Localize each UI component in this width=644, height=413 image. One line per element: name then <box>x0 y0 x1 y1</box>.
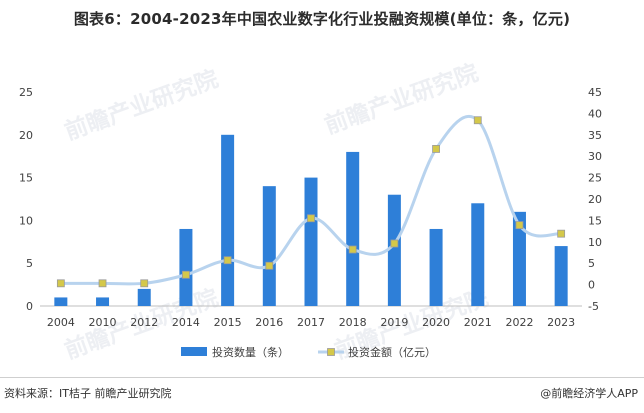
amount-point <box>307 214 315 223</box>
y-left-tick-label: 15 <box>19 172 33 185</box>
amount-point <box>140 279 149 288</box>
amount-point <box>98 279 107 288</box>
x-tick-label: 2019 <box>380 316 408 329</box>
y-right-tick-label: 35 <box>588 129 602 142</box>
y-right-tick-label: 25 <box>588 172 602 185</box>
bar <box>304 177 318 306</box>
amount-point <box>515 221 524 230</box>
bar <box>387 194 401 306</box>
y-right-tick-label: 0 <box>588 279 595 292</box>
y-right-tick-label: -5 <box>588 300 599 313</box>
y-right-tick-label: 20 <box>588 193 602 206</box>
amount-point <box>223 256 232 265</box>
x-tick-label: 2015 <box>214 316 242 329</box>
x-tick-label: 2004 <box>47 316 75 329</box>
y-left-tick-label: 25 <box>19 86 33 99</box>
amount-point <box>182 270 190 279</box>
legend-label-bar: 投资数量（条） <box>212 345 289 359</box>
x-tick-label: 2010 <box>89 316 117 329</box>
y-right-tick-label: 10 <box>588 236 602 249</box>
y-left-tick-label: 5 <box>26 257 33 270</box>
y-right-tick-label: 30 <box>588 150 602 163</box>
bar <box>137 288 151 306</box>
x-tick-label: 2014 <box>172 316 200 329</box>
amount-point <box>348 245 357 254</box>
amount-point <box>557 229 566 238</box>
amount-point <box>473 116 482 125</box>
credit-note: @前瞻经济学人APP <box>540 387 638 400</box>
legend-swatch-marker <box>327 348 335 356</box>
amount-point <box>390 239 399 248</box>
x-tick-label: 2023 <box>547 316 575 329</box>
y-right-tick-label: 5 <box>588 257 595 270</box>
bar <box>554 246 568 306</box>
y-right-tick-label: 45 <box>588 86 602 99</box>
legend-label-line: 投资金额（亿元） <box>348 345 436 359</box>
x-tick-label: 2022 <box>505 316 533 329</box>
bar <box>54 297 68 306</box>
source-note: 资料来源：IT桔子 前瞻产业研究院 <box>4 387 172 400</box>
y-left-tick-label: 10 <box>19 214 33 227</box>
y-left-tick-label: 0 <box>26 300 33 313</box>
x-tick-label: 2020 <box>422 316 450 329</box>
bar <box>429 228 443 306</box>
bar <box>179 228 193 306</box>
bar <box>512 211 526 306</box>
bar <box>262 186 276 306</box>
bar <box>471 203 485 306</box>
x-tick-label: 2016 <box>255 316 283 329</box>
amount-point <box>265 261 274 270</box>
y-right-tick-label: 40 <box>588 107 602 120</box>
divider <box>0 377 644 378</box>
chart-title: 图表6：2004-2023年中国农业数字化行业投融资规模(单位：条，亿元) <box>73 10 571 28</box>
bar <box>221 134 235 306</box>
x-tick-label: 2018 <box>339 316 367 329</box>
bar <box>346 151 360 306</box>
x-tick-label: 2012 <box>130 316 158 329</box>
amount-point <box>432 145 440 153</box>
x-tick-label: 2021 <box>464 316 492 329</box>
y-right-tick-label: 15 <box>588 214 602 227</box>
combo-chart: 0 5 10 15 20 25 -5 0 5 10 15 20 25 30 35 40 45 2004 2010 20… <box>19 86 602 359</box>
x-tick-label: 2017 <box>297 316 325 329</box>
y-left-tick-label: 20 <box>19 129 33 142</box>
legend-swatch-bar <box>181 347 207 356</box>
bar <box>96 297 110 306</box>
amount-point <box>56 279 65 288</box>
